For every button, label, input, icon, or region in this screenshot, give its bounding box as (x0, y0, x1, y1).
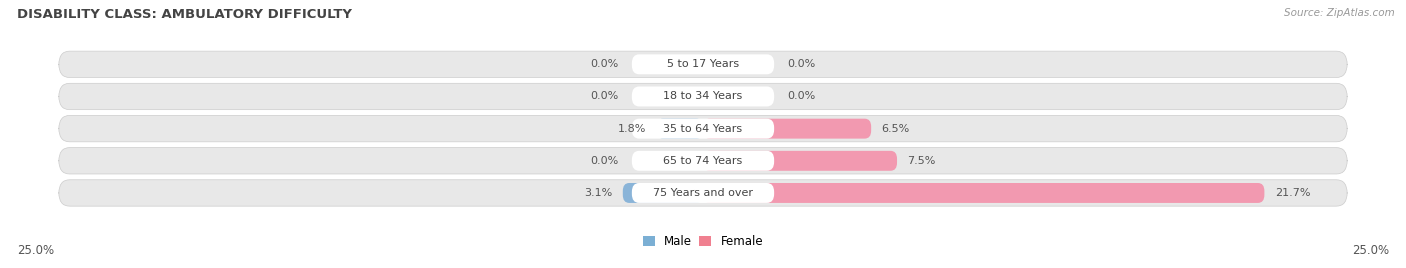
Text: 75 Years and over: 75 Years and over (652, 188, 754, 198)
FancyBboxPatch shape (59, 180, 1347, 206)
Text: Source: ZipAtlas.com: Source: ZipAtlas.com (1284, 8, 1395, 18)
Text: 65 to 74 Years: 65 to 74 Years (664, 156, 742, 166)
Text: 0.0%: 0.0% (591, 91, 619, 102)
FancyBboxPatch shape (631, 183, 775, 203)
Text: 5 to 17 Years: 5 to 17 Years (666, 59, 740, 69)
FancyBboxPatch shape (703, 183, 1264, 203)
Text: 0.0%: 0.0% (591, 59, 619, 69)
Text: 3.1%: 3.1% (585, 188, 613, 198)
Text: 0.0%: 0.0% (787, 91, 815, 102)
Text: 25.0%: 25.0% (1353, 244, 1389, 257)
FancyBboxPatch shape (631, 119, 775, 139)
Text: 0.0%: 0.0% (787, 59, 815, 69)
Text: 18 to 34 Years: 18 to 34 Years (664, 91, 742, 102)
Text: 25.0%: 25.0% (17, 244, 53, 257)
Text: 35 to 64 Years: 35 to 64 Years (664, 124, 742, 134)
FancyBboxPatch shape (59, 148, 1347, 174)
FancyBboxPatch shape (657, 119, 703, 139)
FancyBboxPatch shape (631, 87, 775, 106)
FancyBboxPatch shape (59, 116, 1347, 142)
FancyBboxPatch shape (631, 54, 775, 74)
FancyBboxPatch shape (631, 151, 775, 171)
FancyBboxPatch shape (623, 183, 703, 203)
Text: DISABILITY CLASS: AMBULATORY DIFFICULTY: DISABILITY CLASS: AMBULATORY DIFFICULTY (17, 8, 352, 21)
Legend: Male, Female: Male, Female (643, 235, 763, 248)
FancyBboxPatch shape (703, 119, 872, 139)
Text: 21.7%: 21.7% (1275, 188, 1310, 198)
Text: 6.5%: 6.5% (882, 124, 910, 134)
FancyBboxPatch shape (59, 83, 1347, 110)
FancyBboxPatch shape (703, 151, 897, 171)
Text: 7.5%: 7.5% (907, 156, 936, 166)
FancyBboxPatch shape (59, 51, 1347, 77)
Text: 0.0%: 0.0% (591, 156, 619, 166)
Text: 1.8%: 1.8% (617, 124, 647, 134)
